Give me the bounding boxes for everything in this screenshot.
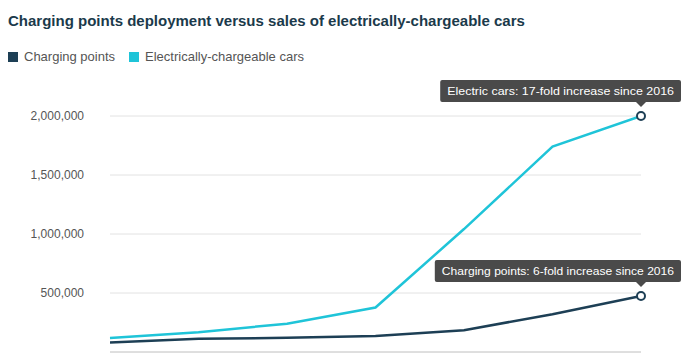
html-text:Charging points: Charging points <box>24 49 116 64</box>
svg-text:1,000,000: 1,000,000 <box>31 227 85 241</box>
html-text:Charging points deployment ver: Charging points deployment versus sales … <box>8 12 525 29</box>
svg-text:Electric cars: 17-fold increas: Electric cars: 17-fold increase since 20… <box>447 85 674 97</box>
svg-text:2,000,000: 2,000,000 <box>31 109 85 123</box>
html-text:Electrically-chargeable cars: Electrically-chargeable cars <box>145 49 304 64</box>
svg-text:1,500,000: 1,500,000 <box>31 168 85 182</box>
svg-text:500,000: 500,000 <box>41 286 85 300</box>
svg-text:Charging points: 6-fold increa: Charging points: 6-fold increase since 2… <box>442 265 674 277</box>
